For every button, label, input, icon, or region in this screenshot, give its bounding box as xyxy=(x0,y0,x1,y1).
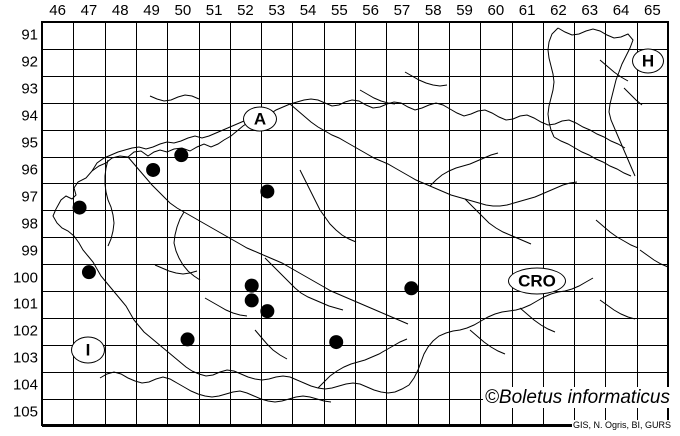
x-axis-tick-label: 46 xyxy=(49,2,66,19)
y-axis-tick-label: 101 xyxy=(12,295,38,313)
occurrence-point xyxy=(174,148,189,163)
x-axis-tick-label: 57 xyxy=(393,2,411,19)
y-axis-tick-label: 96 xyxy=(21,161,38,179)
country-tag-a: A xyxy=(243,106,277,132)
x-axis-tick-label: 49 xyxy=(143,2,160,19)
y-axis-tick-label: 99 xyxy=(21,242,38,260)
country-tag-h: H xyxy=(632,48,664,74)
y-axis-tick-label: 104 xyxy=(12,376,38,394)
occurrence-point xyxy=(146,162,161,177)
occurrence-point xyxy=(260,304,275,319)
x-axis-tick-label: 55 xyxy=(331,2,348,19)
x-axis-tick-label: 60 xyxy=(487,2,505,19)
x-axis-tick-label: 48 xyxy=(111,2,129,19)
occurrence-point xyxy=(72,200,87,215)
y-axis-tick-label: 95 xyxy=(21,134,38,152)
country-tag-cro: CRO xyxy=(508,267,566,295)
x-axis-tick-label: 54 xyxy=(299,2,317,19)
occurrence-point xyxy=(329,335,344,350)
y-axis-tick-label: 92 xyxy=(21,53,38,71)
y-axis-tick-label: 100 xyxy=(12,269,38,287)
occurrence-point xyxy=(260,184,275,199)
y-axis-tick-label: 102 xyxy=(12,322,38,340)
grid-lines xyxy=(42,22,669,427)
y-axis-tick-label: 94 xyxy=(21,107,38,125)
occurrence-point xyxy=(404,281,419,296)
y-axis-tick-label: 97 xyxy=(21,188,38,206)
x-axis-tick-label: 52 xyxy=(237,2,254,19)
x-axis-tick-label: 47 xyxy=(80,2,98,19)
x-axis-tick-label: 51 xyxy=(205,2,223,19)
x-axis-tick-label: 58 xyxy=(424,2,442,19)
occurrence-point xyxy=(81,265,96,280)
geo-linework xyxy=(52,27,669,403)
x-axis-tick-label: 63 xyxy=(581,2,599,19)
map-frame xyxy=(41,21,669,426)
credit-text: GIS, N. Ogris, BI, GURS xyxy=(571,420,672,430)
y-axis-tick-label: 93 xyxy=(21,80,38,98)
x-axis-tick-label: 53 xyxy=(268,2,286,19)
y-axis-tick-label: 103 xyxy=(12,349,38,367)
x-axis-tick-label: 64 xyxy=(612,2,630,19)
occurrence-points xyxy=(72,148,419,350)
x-axis-tick-label: 59 xyxy=(456,2,473,19)
x-axis-tick-label: 62 xyxy=(550,2,567,19)
x-axis-tick-label: 65 xyxy=(644,2,661,19)
attribution-text: ©Boletus informaticus xyxy=(482,387,672,408)
occurrence-point xyxy=(244,278,259,293)
occurrence-point xyxy=(180,332,195,347)
x-axis-tick-label: 61 xyxy=(518,2,536,19)
occurrence-point xyxy=(244,293,259,308)
y-axis-tick-label: 105 xyxy=(12,403,38,421)
y-axis-tick-label: 91 xyxy=(21,26,38,44)
x-axis-tick-label: 50 xyxy=(174,2,192,19)
y-axis-tick-label: 98 xyxy=(21,215,38,233)
country-tag-i: I xyxy=(71,336,105,364)
x-axis-tick-label: 56 xyxy=(362,2,379,19)
